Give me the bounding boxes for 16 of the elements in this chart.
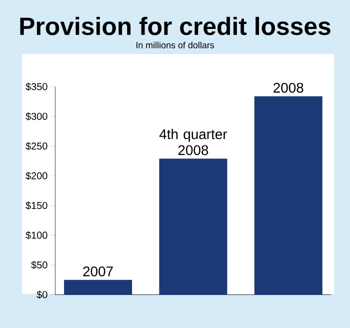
x-tick-label: 2008 bbox=[274, 82, 304, 93]
bar bbox=[64, 280, 132, 295]
y-tick-label: $50 bbox=[31, 260, 48, 270]
x-tick-label: 2007 bbox=[83, 266, 113, 276]
y-tick-label: $150 bbox=[26, 202, 48, 210]
bar bbox=[159, 158, 228, 295]
y-tick-label: $250 bbox=[26, 142, 48, 150]
y-tick-label: $350 bbox=[26, 82, 48, 91]
bar bbox=[254, 96, 322, 295]
x-tick-label: 4th quarter 2008 bbox=[159, 128, 228, 156]
chart-subtitle: In millions of dollars bbox=[136, 42, 214, 48]
y-tick-label: $300 bbox=[26, 112, 48, 120]
chart-title: Provision for credit losses bbox=[20, 16, 330, 36]
y-tick-label: $0 bbox=[36, 290, 48, 299]
y-tick-label: $200 bbox=[26, 172, 48, 180]
y-tick-label: $100 bbox=[26, 231, 48, 240]
